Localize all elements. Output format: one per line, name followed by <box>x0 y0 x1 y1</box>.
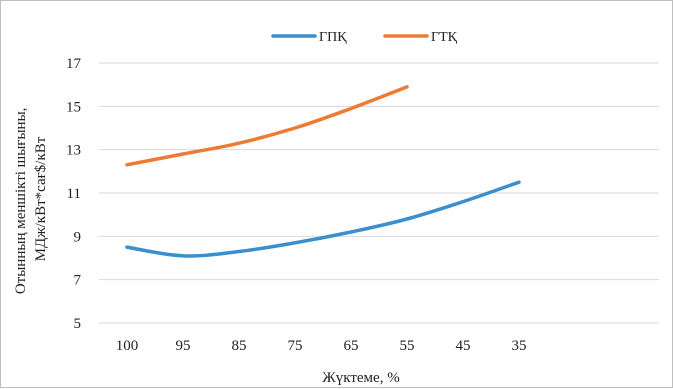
y-tick-label: 7 <box>74 273 82 289</box>
x-tick-label: 35 <box>512 338 527 354</box>
y-tick-label: 13 <box>66 143 81 159</box>
y-tick-labels: 5 7 9 11 13 15 17 <box>66 56 82 332</box>
x-tick-label: 95 <box>176 338 191 354</box>
x-tick-label: 65 <box>344 338 359 354</box>
grid-lines <box>99 62 659 324</box>
y-tick-label: 5 <box>74 316 82 332</box>
x-tick-label: 45 <box>456 338 471 354</box>
x-tick-label: 85 <box>232 338 247 354</box>
x-tick-label: 55 <box>400 338 415 354</box>
legend-label-1: ГПҚ <box>319 30 347 45</box>
legend: ГПҚ ГТҚ <box>271 30 458 45</box>
series-line-1 <box>125 180 521 258</box>
series-line-2 <box>125 85 409 167</box>
x-axis-title: Жүктеме, % <box>322 370 399 386</box>
y-tick-label: 17 <box>66 56 82 72</box>
legend-label-2: ГТҚ <box>431 30 458 45</box>
x-tick-label: 75 <box>288 338 303 354</box>
x-tick-label: 100 <box>116 338 139 354</box>
series-lines <box>125 85 521 258</box>
y-axis-title-line-2: МДж/кВт*сағ$/кВт <box>33 136 49 261</box>
y-axis-title: Отынның меншікті шығыны, МДж/кВт*сағ$/кВ… <box>13 104 49 294</box>
y-tick-label: 11 <box>67 186 81 202</box>
x-tick-labels: 100 95 85 75 65 55 45 35 <box>116 338 527 354</box>
y-tick-label: 15 <box>66 99 81 115</box>
y-tick-label: 9 <box>74 229 82 245</box>
y-axis-title-line-1: Отынның меншікті шығыны, <box>13 108 29 295</box>
